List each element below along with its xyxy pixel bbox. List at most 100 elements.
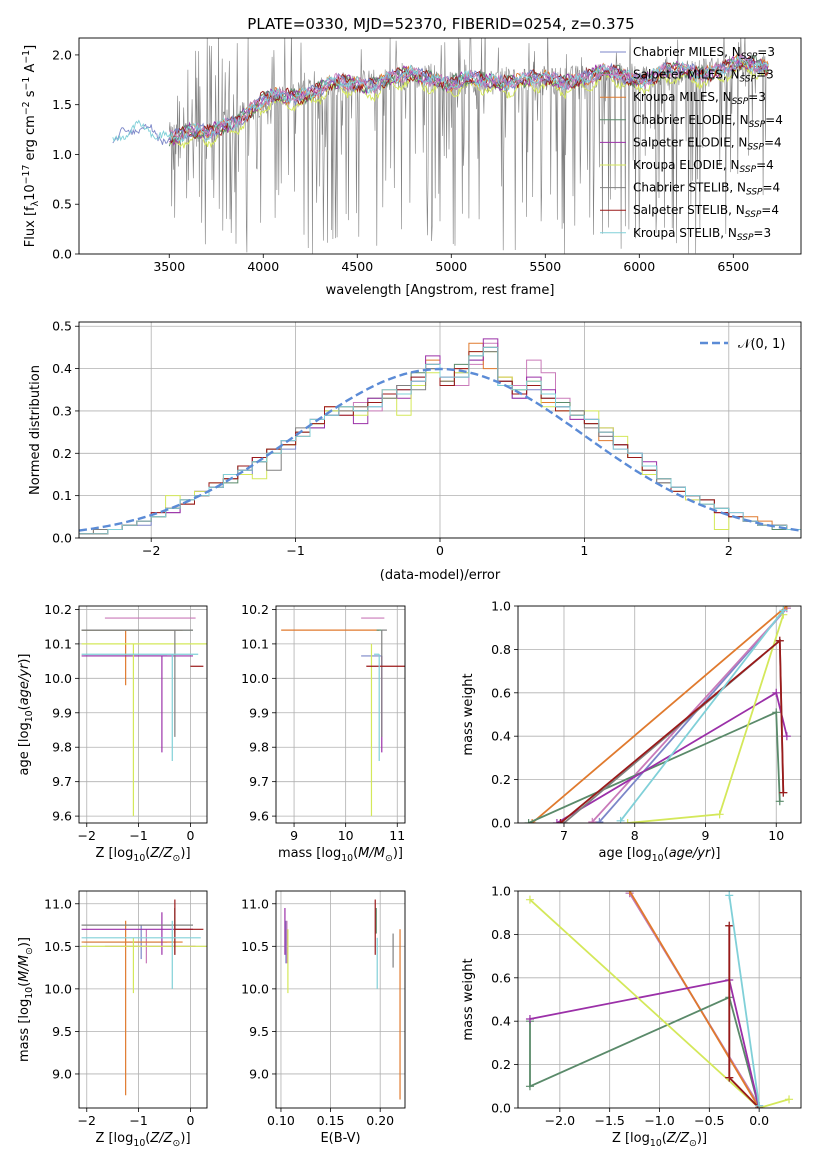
label-part: mass [log	[278, 846, 341, 861]
plus-marker	[528, 819, 537, 823]
label-part: Z/Z	[149, 846, 173, 861]
x-tick-label: 8	[631, 828, 639, 843]
point-kroupa_miles	[81, 629, 183, 686]
point-chabrier_stelib	[381, 629, 387, 737]
label-part: mass [log	[17, 999, 32, 1062]
label-part: 10	[133, 853, 145, 864]
plot-area	[518, 891, 801, 1108]
plus-marker	[588, 817, 597, 823]
legend: 𝒩(0, 1)	[700, 337, 785, 352]
label-part: ⊙	[24, 947, 35, 955]
x-tick-label: −1.5	[594, 1113, 624, 1128]
y-tick-label: 1.0	[491, 884, 511, 899]
x-tick-label: 6000	[623, 259, 655, 274]
label-part: =3	[748, 90, 766, 104]
x-axis-label: Z [log10(Z/Z⊙)]	[95, 1131, 190, 1149]
point-kroupa_stelib	[81, 920, 201, 989]
label-part: age [log	[17, 722, 32, 775]
axes-mass-vs-EBV: 0.10 0.15 0.20 9.0 9.5 10.0 10.5 11.0 E(B-V)	[241, 890, 406, 1146]
y-tick-label: 0.4	[491, 1014, 511, 1029]
axes-frame	[78, 605, 208, 824]
x-tick-label: −1	[286, 543, 304, 558]
plus-marker	[782, 732, 791, 741]
label-part: SSP	[732, 97, 749, 107]
plus-marker	[775, 636, 784, 645]
label-part: Z [log	[95, 846, 133, 861]
label-part: )]	[710, 846, 720, 861]
legend-label: Salpeter ELODIE, NSSP=4	[633, 135, 782, 152]
legend-label: Kroupa STELIB, NSSP=3	[633, 226, 771, 243]
y-axis-label: mass weight	[461, 958, 476, 1040]
y-tick-label: 10.5	[44, 939, 72, 954]
legend-label: Chabrier ELODIE, NSSP=4	[633, 113, 783, 130]
plus-marker	[775, 797, 784, 806]
label-part: )]	[180, 1131, 190, 1146]
label-part: Z [log	[95, 1131, 133, 1146]
y-tick-label: 0.0	[491, 816, 511, 831]
y-tick-label: 10.0	[44, 981, 72, 996]
y-tick-label: 0.3	[52, 403, 72, 418]
x-tick-label: 4000	[247, 259, 279, 274]
axes-frame	[517, 605, 802, 824]
y-tick-label: 9.8	[249, 740, 269, 755]
x-axis-label: E(B-V)	[320, 1131, 360, 1146]
y-tick-label: 0.0	[491, 1101, 511, 1116]
y-tick-label: 11.0	[44, 896, 72, 911]
series-kroupa_stelib	[725, 891, 764, 1108]
plot-area	[518, 606, 801, 823]
plus-marker	[725, 1073, 734, 1082]
label-part: =3	[753, 226, 771, 240]
y-tick-label: 0.5	[52, 197, 72, 212]
legend-label: 𝒩(0, 1)	[738, 337, 785, 352]
legend-label: Salpeter MILES, NSSP=3	[633, 68, 774, 85]
label-part: M/M	[358, 846, 385, 861]
label-part: age/yr	[17, 662, 32, 705]
x-tick-label: 3500	[153, 259, 185, 274]
label-part: ]	[23, 45, 38, 50]
plot-area	[112, 38, 769, 254]
label-part: =4	[763, 181, 781, 195]
label-part: Z/Z	[666, 1131, 690, 1146]
label-part: Kroupa MILES, N	[633, 90, 732, 104]
plus-marker	[525, 895, 534, 904]
label-part: 10	[652, 853, 664, 864]
x-tick-label: 9	[290, 828, 298, 843]
plot-area	[79, 891, 207, 1108]
legend-label: Salpeter STELIB, NSSP=4	[633, 203, 779, 220]
label-part: Z [log	[612, 1131, 650, 1146]
label-part: 10	[23, 184, 38, 201]
series-salpeter_elodie	[552, 688, 791, 823]
y-tick-label: 2.0	[52, 47, 72, 62]
series-line	[728, 895, 760, 1106]
x-tick-label: 11	[389, 828, 405, 843]
axes-frame	[275, 890, 406, 1109]
y-tick-label: 9.8	[52, 740, 72, 755]
label-part: −2	[21, 101, 32, 115]
label-part: =4	[764, 135, 782, 149]
plus-marker	[556, 819, 565, 823]
series-line	[628, 891, 760, 1108]
x-tick-label: 0.20	[366, 1113, 394, 1128]
y-tick-label: 0.6	[491, 685, 511, 700]
x-tick-label: 5000	[435, 259, 467, 274]
label-part: =4	[761, 203, 779, 217]
model-chabrier_elodie	[168, 54, 769, 147]
series-kroupa_miles	[528, 606, 791, 823]
label-part: 10	[650, 1138, 662, 1149]
x-tick-label: 5500	[529, 259, 561, 274]
point-kroupa_stelib	[374, 653, 380, 761]
label-part: =4	[756, 158, 774, 172]
y-tick-label: 9.6	[52, 809, 72, 824]
x-tick-label: −1	[129, 828, 147, 843]
label-part: s	[23, 90, 38, 101]
y-axis-label: mass weight	[461, 673, 476, 755]
label-part: )]	[697, 1131, 707, 1146]
axes-frame	[275, 605, 406, 824]
label-part: erg cm	[23, 115, 38, 164]
label-part: Flux [f	[23, 206, 38, 247]
plus-marker	[782, 606, 791, 610]
label-part: SSP	[747, 142, 764, 152]
plus-marker	[525, 1082, 534, 1091]
label-part: SSP	[737, 233, 754, 243]
